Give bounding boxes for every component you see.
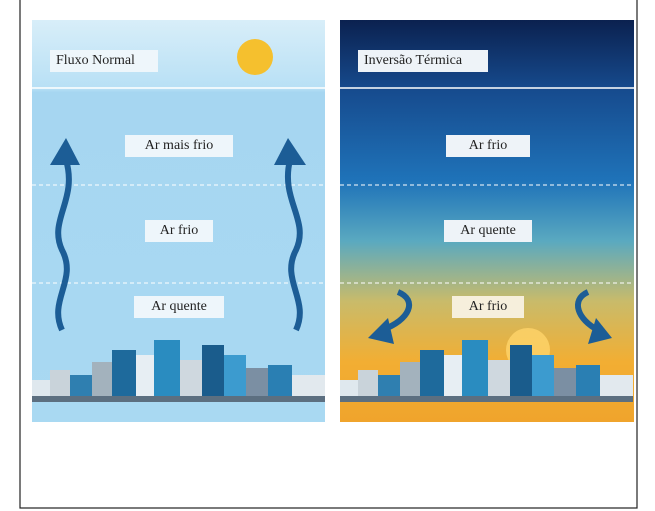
- sun: [237, 39, 273, 75]
- label-box: [145, 220, 213, 242]
- title-box: [50, 50, 158, 72]
- arrow: [55, 159, 72, 332]
- arrow: [285, 159, 303, 332]
- label-box: [446, 135, 530, 157]
- panel-normal: Fluxo Normal Ar mais frio Ar frio Ar que…: [32, 20, 325, 422]
- layer-label: Ar frio: [469, 299, 508, 314]
- frame: [19, 0, 638, 509]
- label-box: [125, 135, 233, 157]
- panel-inversion: Inversão Térmica Ar frio Ar quente Ar fr…: [340, 20, 634, 422]
- panel-title: Fluxo Normal: [56, 53, 135, 68]
- arrow-head: [50, 138, 80, 165]
- layer-label: Ar quente: [151, 299, 207, 314]
- arrow-head: [368, 318, 394, 344]
- arrow-head: [274, 138, 306, 165]
- layer-label: Ar quente: [460, 223, 516, 238]
- panel-title: Inversão Térmica: [364, 53, 463, 68]
- label-box: [444, 220, 532, 242]
- label-box: [452, 296, 524, 318]
- layer-label: Ar frio: [469, 138, 508, 153]
- layer-label: Ar mais frio: [145, 138, 213, 153]
- arrow-head: [588, 318, 612, 344]
- label-box: [134, 296, 224, 318]
- layer-label: Ar frio: [160, 223, 199, 238]
- title-box: [358, 50, 488, 72]
